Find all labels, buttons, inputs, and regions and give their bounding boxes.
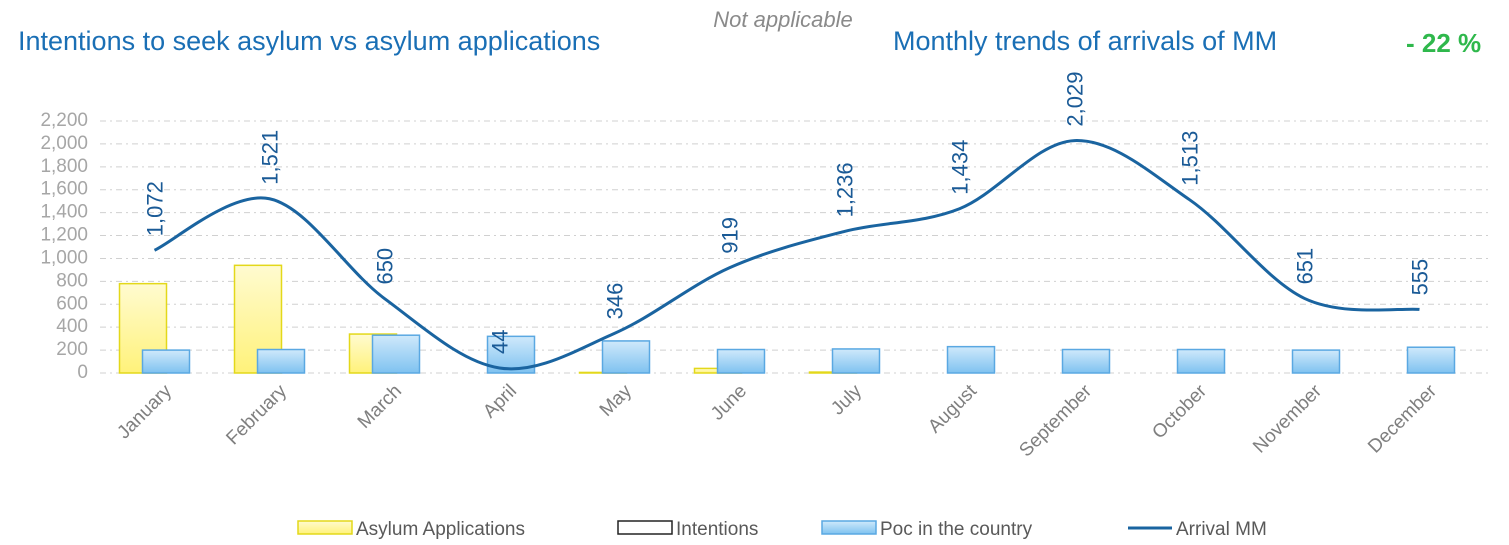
bar <box>601 340 651 374</box>
legend-label: Poc in the country <box>880 519 1033 540</box>
bar <box>1406 346 1456 374</box>
left-title: Intentions to seek asylum vs asylum appl… <box>18 26 601 56</box>
note: Not applicable <box>713 7 853 32</box>
right-title: Monthly trends of arrivals of MM <box>893 26 1278 56</box>
y-tick-label: 1,600 <box>40 179 88 200</box>
y-tick-label: 0 <box>77 362 88 383</box>
data-label: 1,521 <box>258 130 283 185</box>
data-label: 2,029 <box>1063 72 1088 127</box>
y-tick-label: 1,800 <box>40 156 88 177</box>
legend-swatch <box>617 520 673 535</box>
x-tick-label: June <box>707 381 751 425</box>
x-tick-label: February <box>222 380 291 449</box>
x-tick-label: March <box>354 381 406 433</box>
bar <box>716 348 766 374</box>
change: - 22 % <box>1406 28 1482 58</box>
bar <box>256 348 306 374</box>
x-tick-label: December <box>1364 380 1441 457</box>
legend-label: Asylum Applications <box>356 519 525 540</box>
line <box>153 139 1420 371</box>
data-label: 1,434 <box>948 140 973 195</box>
bar <box>371 334 421 374</box>
y-tick-label: 2,000 <box>40 133 88 154</box>
bar <box>141 349 191 374</box>
bar <box>1176 348 1226 374</box>
y-tick-label: 600 <box>56 293 88 314</box>
legend-swatch <box>297 520 353 535</box>
data-label: 1,236 <box>833 162 858 217</box>
x-tick-label: April <box>479 381 521 423</box>
x-tick-label: January <box>113 380 176 443</box>
legend-label: Arrival MM <box>1176 519 1267 540</box>
y-tick-label: 200 <box>56 339 88 360</box>
data-label: 44 <box>488 329 513 353</box>
data-label: 650 <box>373 248 398 285</box>
y-tick-label: 1,200 <box>40 225 88 246</box>
y-tick-label: 1,400 <box>40 202 88 223</box>
y-tick-label: 800 <box>56 270 88 291</box>
data-label: 346 <box>603 283 628 320</box>
bar <box>831 348 881 374</box>
x-tick-label: September <box>1015 380 1096 461</box>
bar <box>946 345 996 374</box>
y-tick-label: 1,000 <box>40 247 88 268</box>
y-tick-label: 2,200 <box>40 110 88 131</box>
data-label: 555 <box>1408 259 1433 296</box>
y-tick-label: 400 <box>56 316 88 337</box>
bar <box>1061 348 1111 374</box>
x-tick-label: July <box>827 380 866 419</box>
legend-label: Intentions <box>676 519 758 540</box>
data-label: 1,513 <box>1178 131 1203 186</box>
x-tick-label: October <box>1148 380 1211 443</box>
x-tick-label: August <box>924 380 981 437</box>
bar <box>1291 349 1341 374</box>
data-label: 651 <box>1293 248 1318 285</box>
x-tick-label: May <box>596 380 637 421</box>
x-tick-label: November <box>1249 380 1326 457</box>
legend-swatch <box>821 520 877 535</box>
data-label: 1,072 <box>143 181 168 236</box>
data-label: 919 <box>718 217 743 254</box>
